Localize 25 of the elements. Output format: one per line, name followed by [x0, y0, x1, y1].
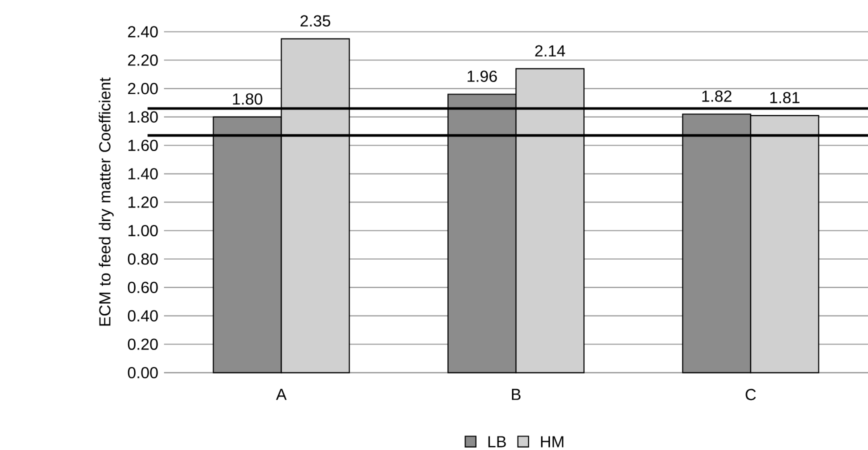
- data-label: 1.96: [468, 70, 497, 82]
- y-axis-title: ECM to feed dry matter Coefficient: [98, 78, 114, 326]
- y-tick-label: 0.00: [128, 366, 158, 378]
- y-tick-label: 1.00: [128, 224, 158, 236]
- y-tick-label: 0.80: [128, 253, 158, 265]
- data-label: 2.14: [535, 45, 566, 56]
- x-tick-label: A: [276, 388, 287, 400]
- y-tick-label: 0.20: [128, 338, 158, 350]
- y-tick-label: 2.40: [128, 26, 158, 38]
- x-tick-label: C: [746, 388, 756, 400]
- data-label: 1.82: [702, 90, 732, 102]
- y-tick-label: 0.60: [128, 282, 158, 294]
- y-tick-label: 2.20: [128, 54, 158, 66]
- y-tick-label: 1.60: [128, 140, 158, 152]
- y-tick-label: 1.40: [128, 168, 158, 180]
- y-tick-label: 1.20: [128, 196, 158, 208]
- x-tick-label: B: [512, 388, 520, 400]
- y-tick-label: 0.40: [128, 310, 158, 322]
- legend-label: LB: [488, 436, 506, 448]
- data-label: 1.80: [232, 93, 262, 105]
- legend-label: HM: [541, 436, 564, 448]
- data-label: 1.81: [770, 92, 800, 104]
- y-tick-label: 1.80: [128, 111, 158, 123]
- data-label: 2.35: [300, 15, 330, 27]
- y-tick-label: 2.00: [128, 82, 158, 94]
